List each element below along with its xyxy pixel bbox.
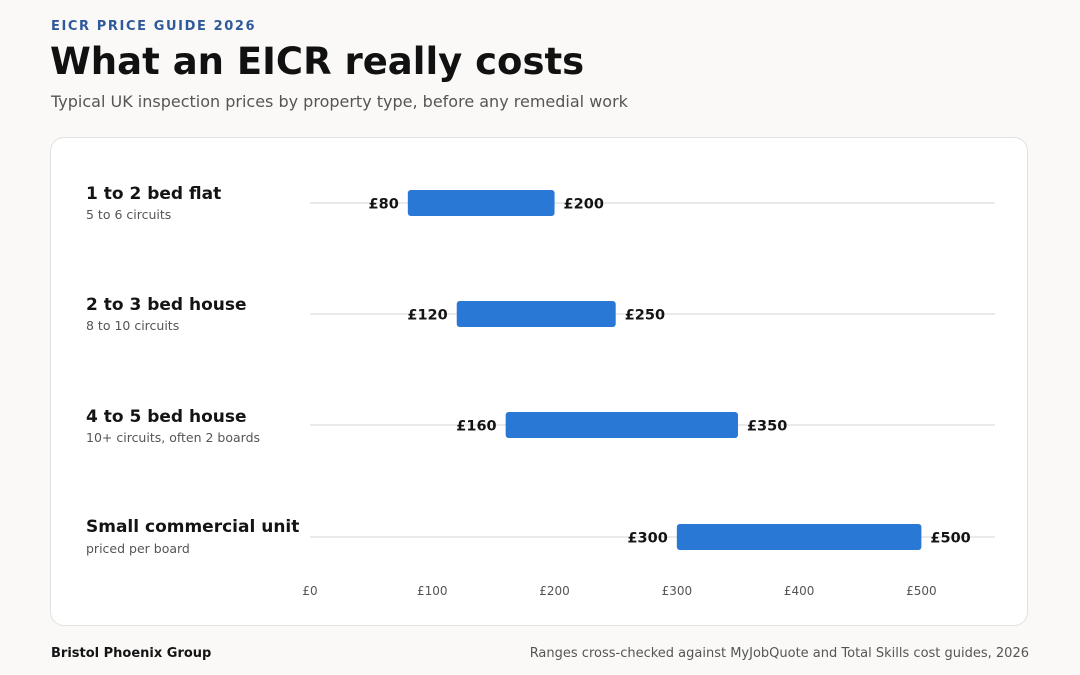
low-value-label: £160 bbox=[456, 419, 496, 435]
x-tick-label: £200 bbox=[539, 584, 570, 598]
high-value-label: £250 bbox=[625, 308, 665, 324]
x-tick-label: £300 bbox=[662, 584, 693, 598]
category-label-house-large: 4 to 5 bed house bbox=[86, 407, 247, 427]
category-note-house-small: 8 to 10 circuits bbox=[86, 318, 180, 333]
footer-brand: Bristol Phoenix Group bbox=[51, 646, 212, 661]
range-bar bbox=[676, 524, 922, 550]
high-value-label: £500 bbox=[930, 531, 970, 547]
low-value-label: £120 bbox=[407, 308, 447, 324]
category-note-commercial: priced per board bbox=[86, 541, 190, 556]
range-bar bbox=[505, 412, 738, 438]
page-subtitle: Typical UK inspection prices by property… bbox=[51, 92, 628, 111]
low-value-label: £300 bbox=[627, 531, 667, 547]
category-note-house-large: 10+ circuits, often 2 boards bbox=[86, 430, 261, 445]
category-note-flat: 5 to 6 circuits bbox=[86, 207, 172, 222]
page-title: What an EICR really costs bbox=[50, 40, 585, 83]
low-value-label: £80 bbox=[369, 197, 399, 213]
high-value-label: £200 bbox=[564, 197, 604, 213]
range-bar bbox=[407, 190, 555, 216]
x-tick-label: £500 bbox=[906, 584, 937, 598]
category-label-house-small: 2 to 3 bed house bbox=[86, 295, 247, 315]
range-bar bbox=[456, 301, 616, 327]
category-label-flat: 1 to 2 bed flat bbox=[86, 184, 222, 204]
high-value-label: £350 bbox=[747, 419, 787, 435]
eyebrow: EICR PRICE GUIDE 2026 bbox=[51, 19, 257, 34]
category-label-commercial: Small commercial unit bbox=[86, 517, 300, 537]
footer-source: Ranges cross-checked against MyJobQuote … bbox=[529, 646, 1029, 661]
x-tick-label: £100 bbox=[417, 584, 448, 598]
x-tick-label: £0 bbox=[302, 584, 317, 598]
x-tick-label: £400 bbox=[784, 584, 815, 598]
